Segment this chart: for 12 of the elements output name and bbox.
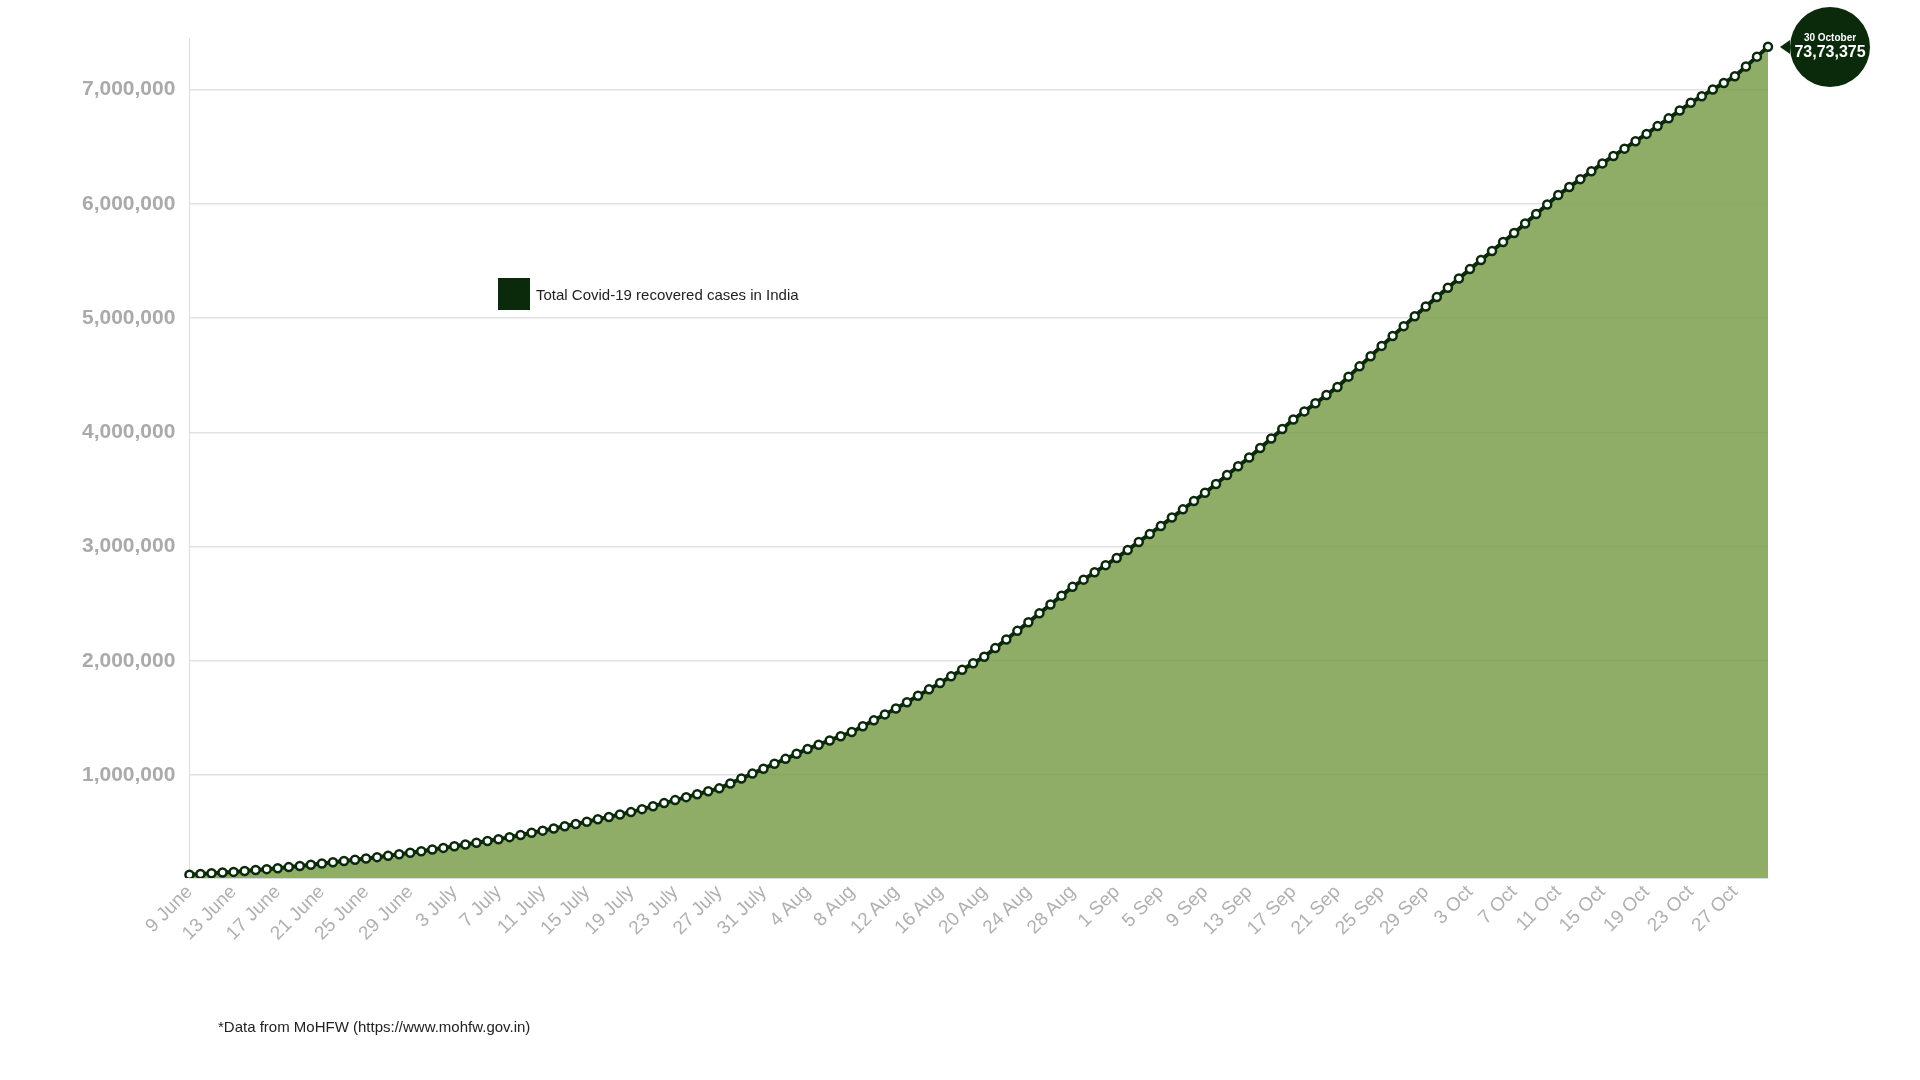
x-tick-label: 5 Sep: [1117, 880, 1168, 931]
y-tick-label: 7,000,000: [81, 76, 176, 100]
text: *Data from MoHFW (https://www.mohfw.gov.in): [218, 1018, 531, 1035]
x-tick-label: 4 Aug: [764, 880, 815, 931]
y-tick-label: 2,000,000: [81, 647, 176, 671]
legend-label: Total Covid-19 recovered cases in India: [536, 285, 799, 303]
y-tick-label: 1,000,000: [81, 762, 176, 785]
y-tick-label: 3,000,000: [81, 533, 176, 557]
x-tick-label: 3 Oct: [1429, 880, 1477, 928]
y-tick-label: 6,000,000: [81, 190, 176, 214]
y-tick-label: 5,000,000: [81, 304, 176, 328]
y-tick-label: 4,000,000: [81, 419, 176, 443]
